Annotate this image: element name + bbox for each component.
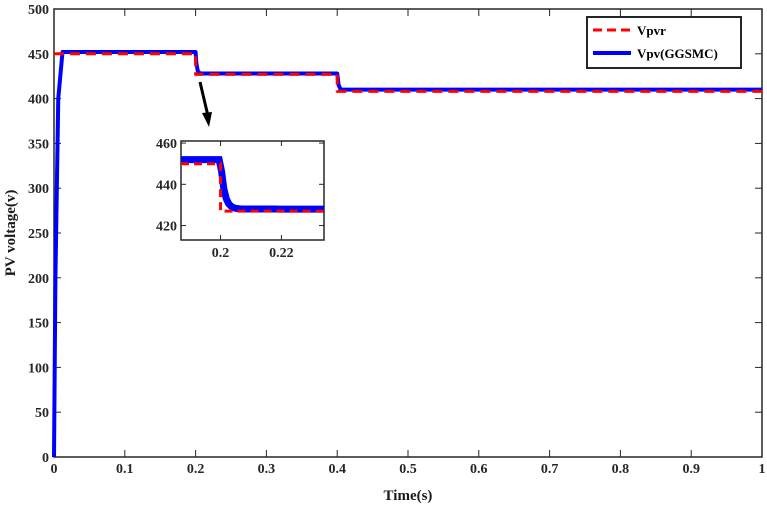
zoom-arrow bbox=[198, 81, 212, 127]
y-tick-label: 350 bbox=[28, 137, 49, 152]
series-line-vpvr bbox=[54, 52, 762, 93]
y-tick-label: 0 bbox=[42, 451, 49, 466]
x-tick-label: 0.7 bbox=[541, 462, 559, 477]
x-tick-label: 0.3 bbox=[258, 462, 276, 477]
inset-plot-area bbox=[180, 140, 325, 241]
x-tick-label: 0.4 bbox=[328, 462, 346, 477]
main-plot: 0 0.1 0.2 0.3 0.4 0.5 0.6 0.7 0.8 0.9 1 0 50 100 150 20… bbox=[28, 3, 766, 477]
inset-y-tick-label: 420 bbox=[156, 220, 177, 235]
y-tick-label: 250 bbox=[28, 227, 49, 242]
y-axis-label: PV voltage(v) bbox=[3, 190, 19, 277]
x-tick-label: 1 bbox=[759, 462, 766, 477]
legend-label-vpvr: Vpvr bbox=[637, 23, 666, 38]
x-tick-label: 0.2 bbox=[187, 462, 205, 477]
inset-series-line-vpvr bbox=[181, 162, 324, 213]
inset-x-tick-label: 0.2 bbox=[212, 246, 230, 261]
inset-series-line-vpv bbox=[181, 156, 324, 213]
inset-y-tick-label: 460 bbox=[156, 137, 177, 152]
legend: Vpvr Vpv(GGSMC) bbox=[586, 16, 742, 69]
y-tick-label: 400 bbox=[28, 93, 49, 108]
x-axis-label: Time(s) bbox=[384, 488, 433, 504]
y-tick-label: 450 bbox=[28, 48, 49, 63]
x-tick-label: 0.1 bbox=[116, 462, 134, 477]
x-tick-label: 0.8 bbox=[612, 462, 630, 477]
y-tick-label: 300 bbox=[28, 182, 49, 197]
x-tick-label: 0.6 bbox=[470, 462, 488, 477]
x-tick-label: 0.9 bbox=[682, 462, 700, 477]
y-tick-label: 500 bbox=[28, 3, 49, 18]
x-tick-label: 0.5 bbox=[399, 462, 417, 477]
y-tick-label: 100 bbox=[28, 361, 49, 376]
y-tick-label: 200 bbox=[28, 272, 49, 287]
zoom-inset: 0.2 0.22 420 440 460 bbox=[156, 137, 325, 261]
y-tick-label: 50 bbox=[35, 406, 49, 421]
y-tick-label: 150 bbox=[28, 317, 49, 332]
legend-label-vpv: Vpv(GGSMC) bbox=[637, 46, 718, 61]
series-line-vpv bbox=[52, 50, 762, 458]
x-tick-label: 0 bbox=[51, 462, 58, 477]
plot-area bbox=[53, 8, 763, 458]
inset-y-tick-label: 440 bbox=[156, 178, 177, 193]
inset-x-tick-label: 0.22 bbox=[269, 246, 294, 261]
